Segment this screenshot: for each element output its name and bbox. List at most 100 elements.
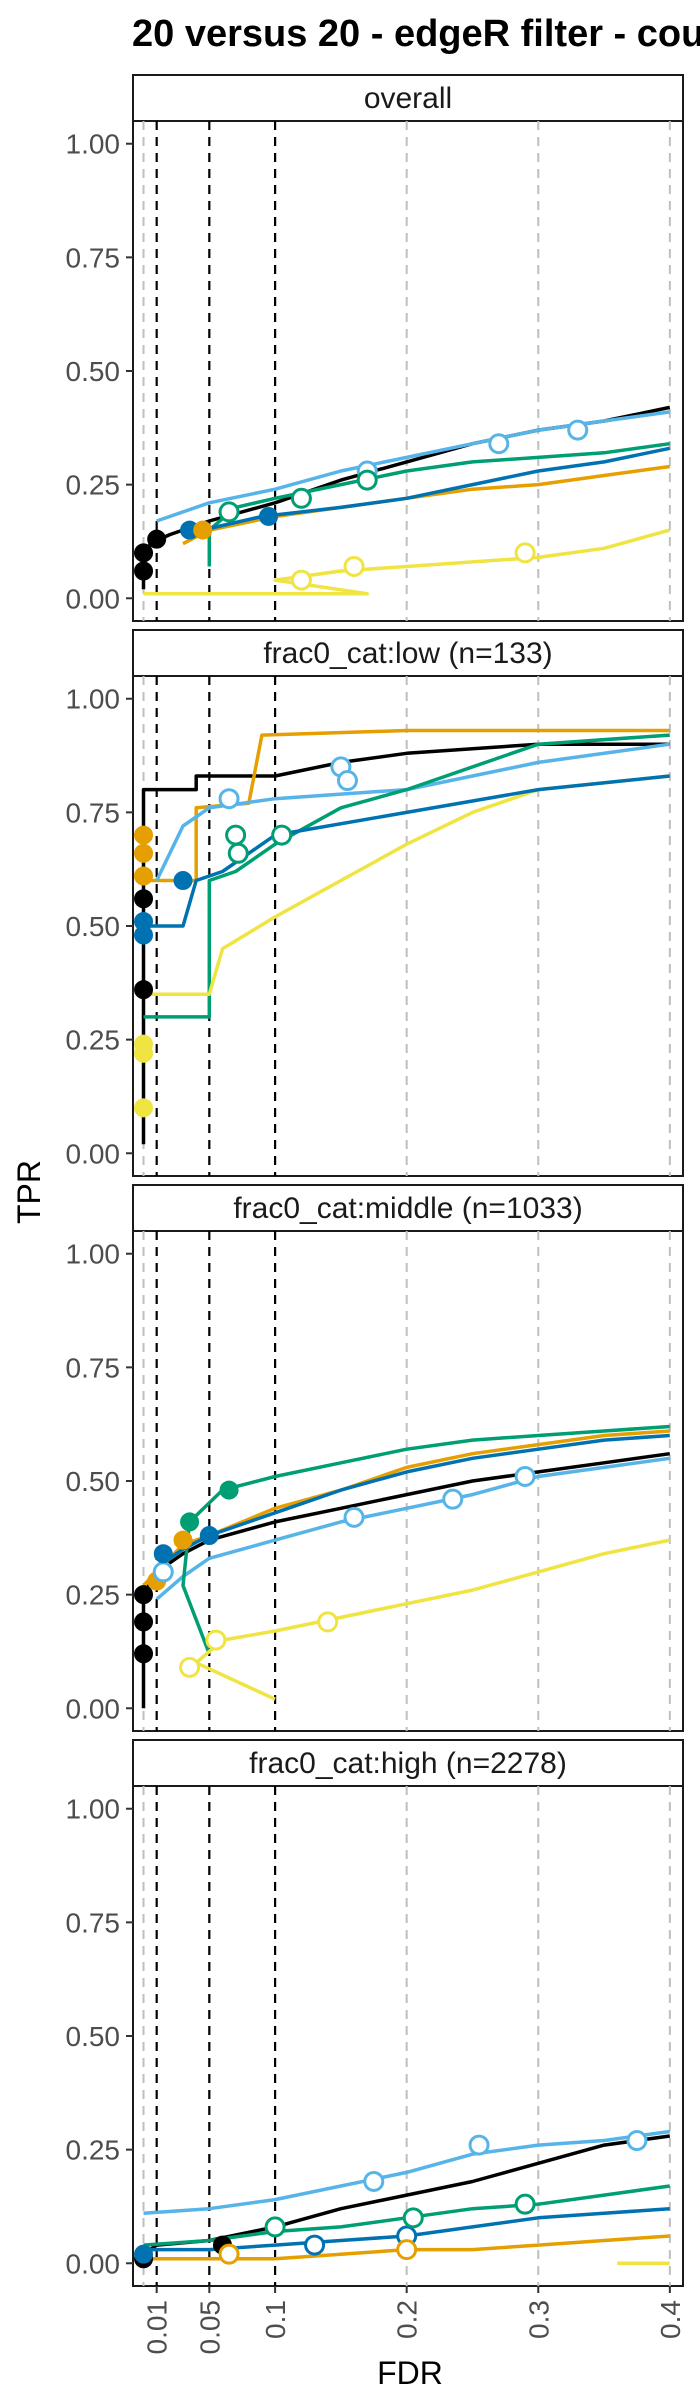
fdr-marker bbox=[626, 2130, 648, 2152]
series-line bbox=[141, 742, 670, 1145]
y-tick-label: 0.00 bbox=[66, 583, 121, 614]
series-line bbox=[194, 1538, 671, 1701]
fdr-marker bbox=[219, 1480, 239, 1500]
x-tick-label: 0.4 bbox=[655, 2300, 686, 2339]
facet-strip-label: frac0_cat:low (n=133) bbox=[263, 637, 552, 670]
series-line bbox=[155, 1433, 670, 1569]
fdr-marker bbox=[180, 1512, 200, 1532]
y-axis-title: TPR bbox=[11, 1160, 47, 1224]
series-line bbox=[182, 446, 671, 537]
fdr-marker bbox=[134, 1585, 154, 1605]
series-line bbox=[142, 1429, 670, 1587]
panel-frame bbox=[132, 1785, 684, 2287]
x-tick-label: 0.3 bbox=[523, 2300, 554, 2339]
facet-panel: frac0_cat:middle (n=1033) 0.00 0.25 0.50 0.7… bbox=[66, 1184, 684, 1732]
fdr-marker bbox=[468, 2134, 490, 2156]
x-tick-label: 0.1 bbox=[260, 2300, 291, 2339]
series-line bbox=[155, 742, 671, 882]
fdr-marker bbox=[402, 2207, 424, 2229]
x-axis-ticks: 0.01 0.05 0.1 0.2 0.3 0.4 bbox=[142, 2286, 686, 2355]
fdr-marker bbox=[514, 542, 536, 564]
series-line bbox=[143, 728, 670, 883]
facet-strip bbox=[132, 1184, 684, 1232]
y-tick-label: 0.25 bbox=[66, 2135, 121, 2166]
fdr-marker bbox=[343, 1506, 365, 1528]
y-tick-label: 1.00 bbox=[66, 129, 121, 160]
fdr-marker bbox=[134, 843, 154, 863]
fdr-marker bbox=[218, 501, 240, 523]
y-tick-label: 0.50 bbox=[66, 911, 121, 942]
fdr-marker bbox=[153, 1544, 173, 1564]
fdr-marker bbox=[290, 569, 312, 591]
y-tick-label: 0.75 bbox=[66, 797, 121, 828]
facet-strip-label: overall bbox=[364, 82, 452, 115]
fdr-marker bbox=[134, 889, 154, 909]
series-line bbox=[155, 1456, 671, 1601]
fdr-marker bbox=[134, 866, 154, 886]
fdr-marker bbox=[134, 561, 154, 581]
facet-strip bbox=[132, 1739, 684, 1787]
fdr-marker bbox=[363, 2170, 385, 2192]
fdr-marker bbox=[218, 788, 240, 810]
series-line bbox=[143, 774, 670, 996]
x-tick-label: 0.01 bbox=[142, 2300, 173, 2355]
fdr-marker bbox=[134, 2244, 154, 2264]
fdr-marker bbox=[134, 1034, 154, 1054]
x-tick-label: 0.05 bbox=[194, 2300, 225, 2355]
fdr-marker bbox=[147, 529, 167, 549]
y-tick-label: 1.00 bbox=[66, 1239, 121, 1270]
y-tick-label: 0.25 bbox=[66, 1580, 121, 1611]
fdr-marker bbox=[396, 2239, 418, 2261]
fdr-marker bbox=[134, 1612, 154, 1632]
fdr-marker bbox=[317, 1611, 339, 1633]
series-line bbox=[143, 774, 670, 928]
fdr-marker bbox=[259, 506, 279, 526]
fdr-marker bbox=[173, 1530, 193, 1550]
fdr-marker bbox=[218, 2243, 240, 2265]
y-tick-label: 0.50 bbox=[66, 356, 121, 387]
fdr-marker bbox=[152, 1561, 174, 1583]
fdr-marker bbox=[227, 842, 249, 864]
fdr-marker bbox=[179, 1656, 201, 1678]
fdr-marker bbox=[199, 1526, 219, 1546]
y-tick-label: 1.00 bbox=[66, 1794, 121, 1825]
y-tick-label: 0.75 bbox=[66, 1907, 121, 1938]
fdr-marker bbox=[134, 911, 154, 931]
fdr-marker bbox=[514, 2193, 536, 2215]
fdr-marker bbox=[343, 555, 365, 577]
fdr-marker bbox=[442, 1488, 464, 1510]
facet-panel: overall 0.00 0.25 0.50 0.75 1.00 bbox=[66, 74, 684, 622]
panel-frame bbox=[132, 675, 684, 1177]
facet-panel: frac0_cat:high (n=2278) 0.00 0.25 0.50 0.75 1… bbox=[66, 1739, 684, 2287]
fdr-marker bbox=[193, 520, 213, 540]
chart-title: 20 versus 20 - edgeR filter - cou bbox=[132, 13, 700, 55]
fdr-marker bbox=[567, 419, 589, 441]
fdr-marker bbox=[336, 770, 358, 792]
y-tick-label: 0.25 bbox=[66, 1025, 121, 1056]
series-line bbox=[143, 2234, 670, 2261]
fdr-marker bbox=[356, 469, 378, 491]
y-tick-label: 0.50 bbox=[66, 1466, 121, 1497]
y-tick-label: 0.75 bbox=[66, 242, 121, 273]
fdr-marker bbox=[271, 824, 293, 846]
fdr-marker bbox=[514, 1465, 536, 1487]
panel-frame bbox=[132, 120, 684, 622]
y-tick-label: 0.00 bbox=[66, 1138, 121, 1169]
fdr-marker bbox=[134, 543, 154, 563]
y-tick-label: 0.75 bbox=[66, 1352, 121, 1383]
fdr-marker bbox=[205, 1629, 227, 1651]
fdr-marker bbox=[134, 1098, 154, 1118]
y-tick-label: 1.00 bbox=[66, 684, 121, 715]
x-axis-title: FDR bbox=[377, 2355, 443, 2391]
x-tick-label: 0.2 bbox=[392, 2300, 423, 2339]
fdr-marker bbox=[134, 980, 154, 1000]
series-line bbox=[143, 733, 670, 1019]
facet-strip bbox=[132, 74, 684, 122]
fdr-marker bbox=[488, 433, 510, 455]
fdr-marker bbox=[134, 1644, 154, 1664]
series-line bbox=[143, 528, 671, 596]
panel-frame bbox=[132, 1230, 684, 1732]
series-line bbox=[143, 2129, 671, 2216]
y-tick-label: 0.50 bbox=[66, 2021, 121, 2052]
